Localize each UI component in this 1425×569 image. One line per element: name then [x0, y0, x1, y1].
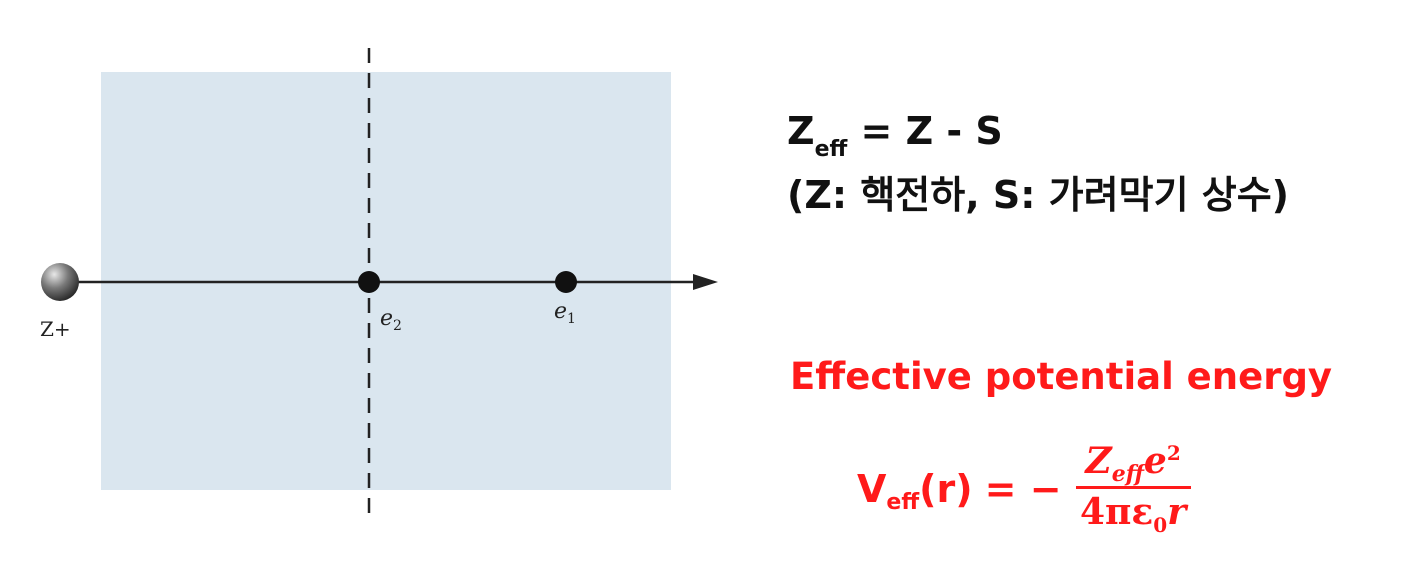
arrowhead-icon — [693, 274, 718, 290]
equals-minus: = − — [984, 466, 1062, 511]
zeff-subscript: eff — [814, 137, 848, 162]
zeff-rhs: = Z - S — [860, 109, 1003, 153]
electron-1-label: e1 — [554, 299, 576, 327]
electron-2-label: e2 — [380, 306, 402, 334]
nucleus — [41, 263, 79, 301]
veff-subscript: eff — [886, 490, 920, 516]
nucleus-label: Z+ — [40, 317, 71, 341]
fraction-bar — [1075, 485, 1191, 489]
veff-argument: (r) — [919, 466, 973, 511]
shielding-diagram: Z+ e2 e1 — [40, 48, 718, 516]
fraction-numerator: Zeffe2 — [1085, 440, 1181, 487]
effective-potential-heading: Effective potential energy — [790, 355, 1333, 398]
fraction-denominator: 4πε0r — [1079, 490, 1187, 537]
potential-fraction: Zeffe2 4πε0r — [1075, 440, 1191, 537]
electron-2 — [358, 271, 380, 293]
electron-1 — [555, 271, 577, 293]
zeff-legend: (Z: 핵전하, S: 가려막기 상수) — [787, 173, 1290, 217]
veff-symbol: V — [857, 466, 887, 511]
zeff-symbol: Z — [787, 109, 815, 153]
